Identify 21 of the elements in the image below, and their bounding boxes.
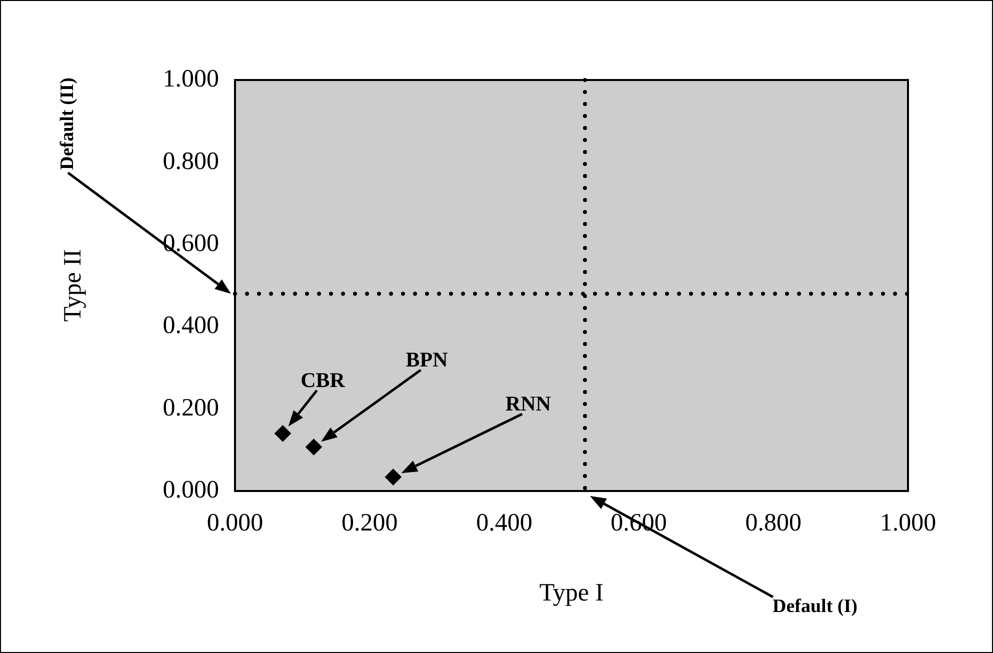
point bbox=[274, 425, 291, 442]
x-tick-label: 0.200 bbox=[341, 510, 398, 537]
y-tick-label: 0.600 bbox=[162, 230, 219, 257]
annotation: RNN bbox=[505, 391, 551, 416]
annotation: BPN bbox=[406, 347, 448, 372]
y-tick-label: 1.000 bbox=[162, 66, 219, 93]
y-axis-title: Type II bbox=[60, 249, 87, 322]
point bbox=[306, 439, 322, 456]
text: Default (I) bbox=[772, 596, 858, 617]
x-tick-label: 0.000 bbox=[206, 510, 264, 537]
annotation: CBR bbox=[300, 368, 346, 392]
x-axis-title: Type I bbox=[539, 580, 604, 607]
x-tick-label: 1.000 bbox=[880, 510, 936, 537]
text: Default (II) bbox=[56, 78, 78, 170]
x-tick-label: 0.800 bbox=[745, 510, 802, 537]
x-tick-label: 0.400 bbox=[476, 510, 532, 537]
y-tick-label: 0.800 bbox=[162, 148, 219, 175]
y-tick-label: 0.000 bbox=[162, 476, 219, 504]
y-tick-label: 0.400 bbox=[162, 312, 219, 340]
point bbox=[385, 469, 402, 486]
y-tick-label: 0.200 bbox=[162, 394, 219, 422]
